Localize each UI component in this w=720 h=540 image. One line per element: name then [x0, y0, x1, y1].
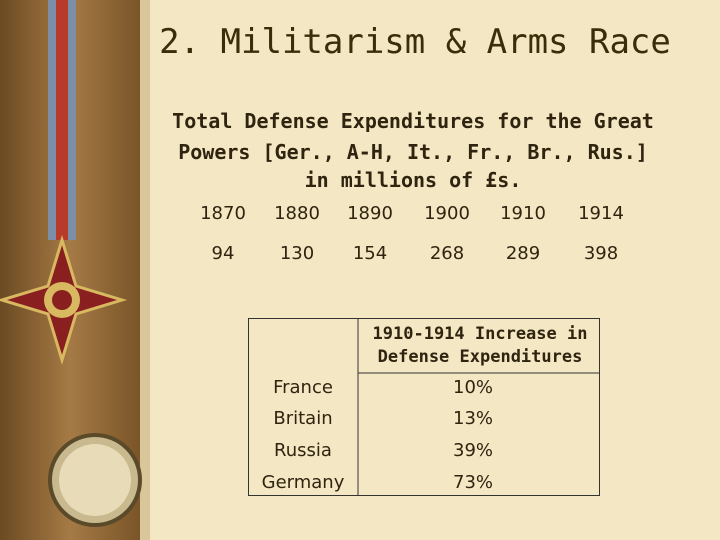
- year: 1900: [424, 203, 470, 224]
- expenditure-value: 398: [583, 243, 619, 264]
- year: 1870: [200, 203, 246, 224]
- expenditure-value: 268: [429, 243, 465, 264]
- decoration: [0, 0, 150, 540]
- year: 1880: [274, 203, 320, 224]
- year: 1890: [347, 203, 393, 224]
- country: Germany: [261, 472, 345, 493]
- increase: 73%: [452, 472, 494, 493]
- expenditure-value: 289: [505, 243, 541, 264]
- increase-table-header: 1910-1914 Increase in Defense Expenditur…: [372, 324, 588, 367]
- table-lines: [357, 318, 600, 496]
- expenditure-value: 154: [352, 243, 388, 264]
- country: Russia: [274, 440, 332, 461]
- country: Britain: [273, 408, 333, 429]
- increase: 39%: [452, 440, 494, 461]
- increase-table: [248, 318, 600, 496]
- increase: 13%: [452, 408, 494, 429]
- country: France: [273, 377, 333, 398]
- year: 1914: [578, 203, 624, 224]
- year: 1910: [500, 203, 546, 224]
- subtitle-line: Powers [Ger., A-H, It., Fr., Br., Rus.]: [178, 140, 648, 164]
- expenditure-value: 94: [211, 243, 235, 264]
- expenditure-value: 130: [279, 243, 315, 264]
- title: 2. Militarism & Arms Race: [159, 22, 671, 62]
- increase: 10%: [452, 377, 494, 398]
- subtitle-line: in millions of £s.: [304, 168, 522, 192]
- subtitle-line: Total Defense Expenditures for the Great: [172, 109, 654, 133]
